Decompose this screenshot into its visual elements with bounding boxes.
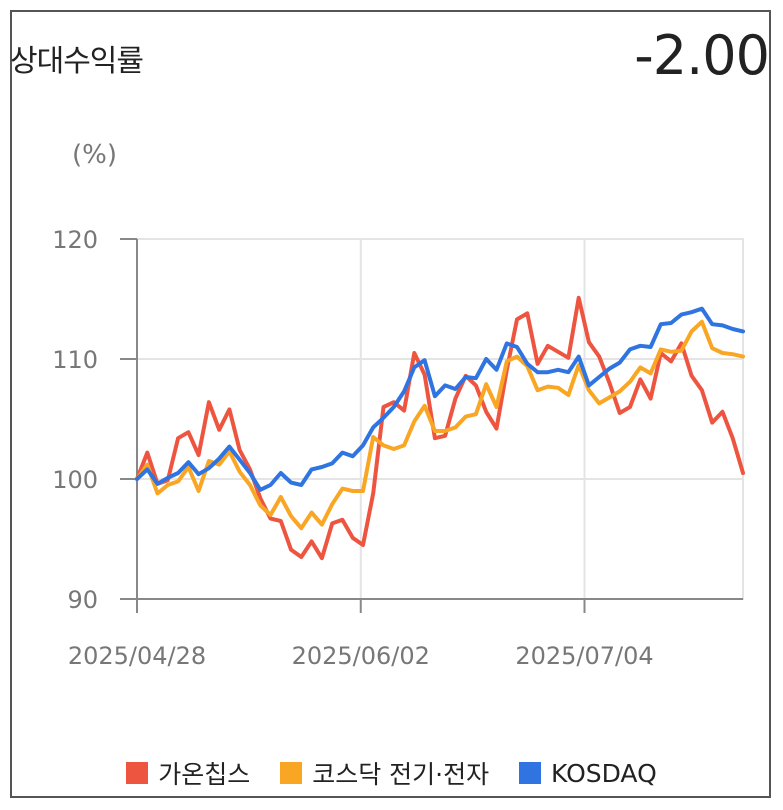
- legend-label-kosdaq: KOSDAQ: [551, 758, 657, 788]
- y-tick-label-110: 110: [52, 346, 98, 374]
- legend-swatch-kosdaq: [519, 762, 542, 784]
- series-line-2: [135, 306, 745, 492]
- legend-swatch-kosdaq-electronics: [280, 762, 303, 784]
- series-line-0: [135, 295, 745, 561]
- relative-return-value: -2.00: [634, 24, 770, 87]
- x-tick-label-2025/04/28: 2025/04/28: [68, 642, 206, 670]
- series-line-1: [135, 319, 745, 531]
- legend-item-kosdaq: KOSDAQ: [519, 759, 657, 788]
- plot-area: [136, 238, 744, 600]
- chart-title: 상대수익률: [10, 44, 144, 79]
- x-tick-label-2025/06/02: 2025/06/02: [292, 642, 430, 670]
- y-axis-unit-label: (%): [72, 140, 117, 170]
- legend-item-gaonchips: 가온칩스: [126, 755, 250, 791]
- chart-legend: 가온칩스 코스닥 전기·전자 KOSDAQ: [0, 755, 783, 791]
- legend-label-kosdaq-electronics: 코스닥 전기·전자: [312, 760, 490, 789]
- x-tick-label-2025/07/04: 2025/07/04: [515, 642, 653, 670]
- line-chart: 90 100 110 120 2025/04/28 2025/06/02 2025/07/0…: [52, 226, 745, 670]
- y-tick-label-100: 100: [52, 466, 98, 494]
- y-tick-label-120: 120: [52, 226, 98, 254]
- legend-swatch-gaonchips: [126, 762, 149, 784]
- y-tick-label-90: 90: [67, 586, 98, 614]
- legend-item-kosdaq-electronics: 코스닥 전기·전자: [280, 755, 489, 791]
- legend-label-gaonchips: 가온칩스: [158, 760, 251, 789]
